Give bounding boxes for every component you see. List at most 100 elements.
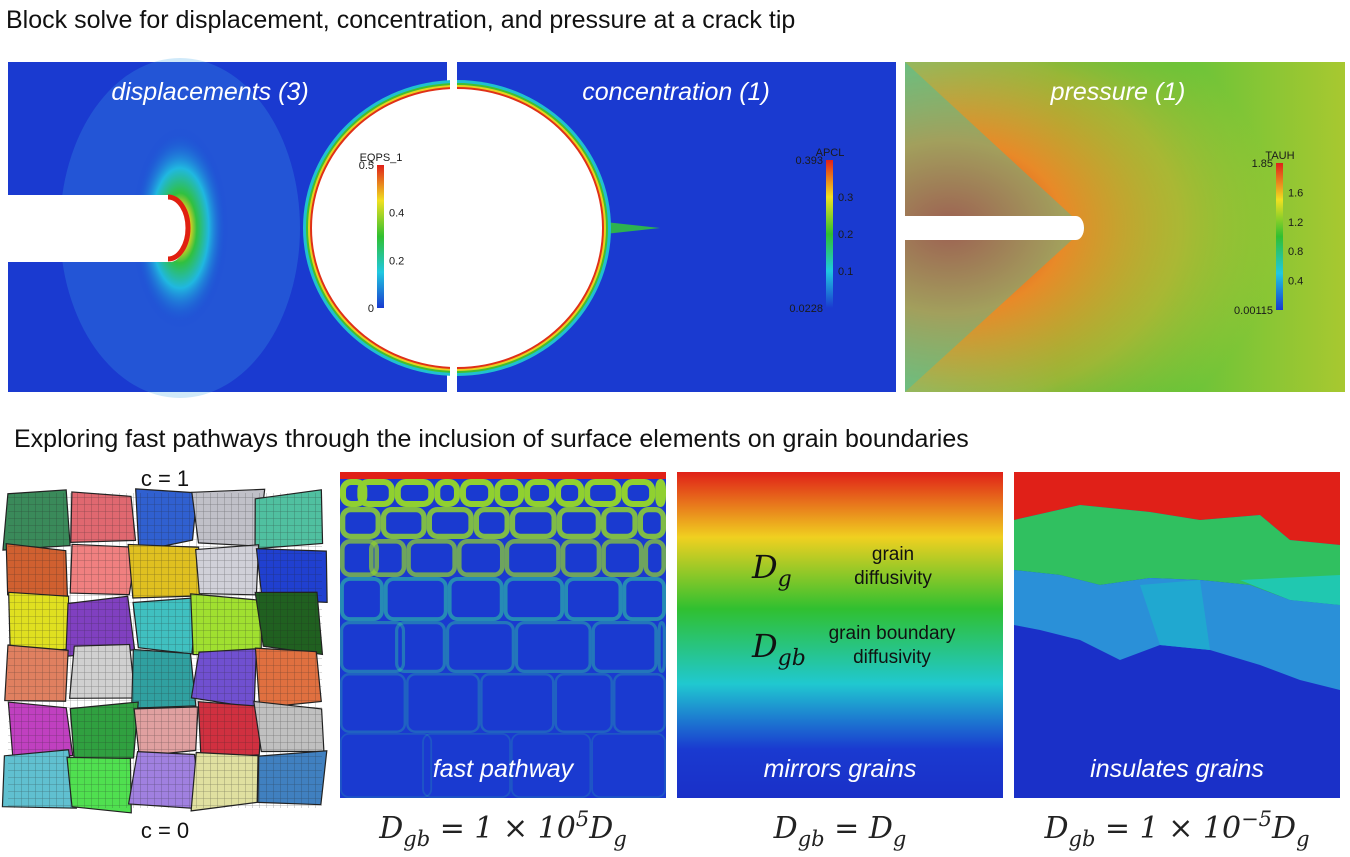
grain-boundary (395, 620, 446, 673)
grain-boundary (340, 673, 407, 733)
equation-part: gb (1069, 827, 1096, 851)
mesh-lines (8, 493, 322, 808)
grain-boundary (657, 620, 667, 673)
colorbar-tick-label: 0.1 (838, 266, 853, 278)
grain-boundary (560, 538, 602, 577)
equation-part: D (773, 811, 798, 846)
colorbar-tick-label: 1.85 (1252, 158, 1273, 170)
symbol-part: gb (778, 646, 806, 671)
equation: Dgb = 1 × 105Dg (378, 807, 627, 851)
colorbar (377, 165, 384, 308)
grain-boundary (601, 538, 644, 577)
colorbar (1276, 163, 1283, 310)
panel-label: concentration (1) (582, 78, 770, 106)
panel-label: displacements (3) (111, 78, 308, 106)
gap (450, 62, 457, 392)
colorbar-tick-label: 0 (368, 303, 374, 315)
grain-boundary (621, 479, 656, 507)
symbol: Dg (751, 548, 792, 592)
crack (8, 195, 189, 262)
panel-label: fast pathway (433, 755, 575, 783)
top-title: Block solve for displacement, concentrat… (6, 6, 795, 34)
region (1140, 580, 1210, 650)
grain-boundary (473, 506, 510, 539)
equation-part: gb (403, 827, 430, 851)
colorbar-tick-label: 0.393 (795, 155, 823, 167)
spike (605, 222, 660, 234)
mesh (1, 488, 328, 814)
panel-label: pressure (1) (1050, 78, 1186, 106)
equation: Dgb = Dg (773, 811, 907, 851)
source (340, 472, 666, 479)
grain-boundary (655, 479, 667, 507)
symbol-part: D (751, 548, 778, 586)
grain-boundary (600, 506, 638, 539)
grain-boundary (406, 673, 481, 733)
grain-boundary (591, 620, 658, 673)
colorbar-tick-label: 0.4 (1288, 276, 1303, 288)
equation-part: g (893, 827, 906, 851)
region (1014, 472, 1340, 545)
panel-label: mirrors grains (764, 755, 917, 783)
grain-boundary (339, 506, 381, 539)
grain-boundary (447, 577, 504, 622)
grain-boundary (340, 577, 384, 622)
grain-boundary (459, 479, 495, 507)
grain-boundary (555, 479, 585, 507)
colorbar-tick-label: 0.0228 (789, 303, 823, 315)
equation-part: D (378, 811, 403, 846)
annotation: grain boundary (829, 623, 956, 644)
grain-boundary (406, 538, 457, 577)
panel-label: insulates grains (1090, 755, 1264, 783)
grain-boundary (591, 733, 666, 799)
colorbar-tick-label: 0.2 (389, 255, 404, 267)
grain-boundary (383, 577, 448, 622)
colorbar-tick-label: 0.5 (359, 160, 374, 172)
grain-boundary (504, 538, 561, 577)
equation-part: 5 (576, 807, 589, 831)
equation-part: −5 (1241, 807, 1272, 831)
colorbar-tick-label: 1.2 (1288, 217, 1303, 229)
colorbar-tick-label: 0.8 (1288, 246, 1303, 258)
mesh-bottom-label: c = 0 (141, 818, 189, 843)
grain-boundary (637, 506, 667, 539)
panel-concentration: concentration (1) (303, 62, 896, 392)
colorbar-tick-label: 0.00115 (1234, 305, 1273, 317)
equation-part: = 1 × 10 (1095, 811, 1241, 846)
grain-boundary (503, 577, 565, 622)
crack (905, 216, 1084, 240)
grain-boundary (340, 620, 406, 673)
colorbar-tick-label: 0.4 (389, 208, 404, 220)
grain-boundary (494, 479, 525, 507)
region (1240, 575, 1340, 605)
grain-boundary (394, 479, 435, 507)
grain-boundary (380, 506, 427, 539)
symbol: Dgb (751, 627, 806, 671)
annotation: grain (872, 544, 914, 565)
colorbar-tick-label: 0.3 (838, 192, 853, 204)
equation-part: g (1296, 827, 1309, 851)
grain-boundary (426, 506, 474, 539)
bottom-title: Exploring fast pathways through the incl… (14, 425, 969, 453)
mesh-top-label: c = 1 (141, 466, 189, 491)
panel-insulates (1014, 472, 1340, 798)
panel-bg (340, 472, 666, 798)
equation-part: D (588, 811, 613, 846)
grain-boundary (422, 733, 511, 799)
grain-boundary (612, 673, 666, 733)
grain-boundary (339, 538, 379, 577)
grain-boundary (434, 479, 460, 507)
colorbar-tick-label: 0.2 (838, 229, 853, 241)
equation-part: g (613, 827, 626, 851)
symbol-part: g (778, 567, 792, 592)
grain-boundary (524, 479, 556, 507)
annotation: diffusivity (854, 568, 932, 589)
colorbar-title: TAUH (1265, 150, 1294, 162)
grain-boundary (368, 538, 407, 577)
grain-boundary (554, 673, 613, 733)
equation-part: = D (825, 811, 893, 846)
equation-part: D (1043, 811, 1068, 846)
colorbar (826, 160, 833, 308)
grain-boundary (584, 479, 622, 507)
